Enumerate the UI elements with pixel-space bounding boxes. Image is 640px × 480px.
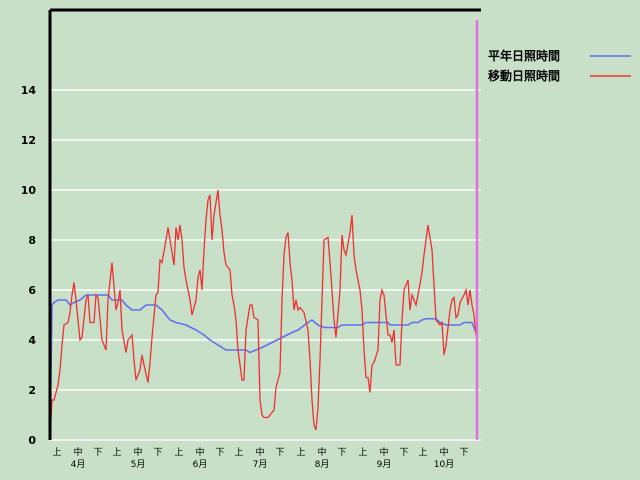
x-period-label: 下 xyxy=(275,448,284,458)
x-period-label: 上 xyxy=(52,447,61,458)
x-period-label: 上 xyxy=(174,447,183,458)
y-tick-label: 10 xyxy=(21,184,37,197)
y-tick-label: 12 xyxy=(21,134,36,147)
x-month-label: 7月 xyxy=(253,459,268,470)
x-period-label: 中 xyxy=(317,446,326,458)
y-tick-label: 4 xyxy=(28,334,36,347)
x-period-label: 上 xyxy=(296,447,305,458)
x-period-label: 中 xyxy=(73,446,82,458)
series-lines xyxy=(49,189,477,441)
x-period-label: 上 xyxy=(112,447,121,458)
x-axis-ticks: 上中下4月上中下5月上中下6月上中下7月上中下8月上中下9月上中下10月 xyxy=(52,446,468,470)
x-period-label: 中 xyxy=(439,446,448,458)
x-period-label: 下 xyxy=(337,448,346,458)
series-line-1 xyxy=(49,189,477,441)
y-tick-label: 8 xyxy=(28,234,36,247)
x-month-label: 4月 xyxy=(71,459,86,470)
y-tick-label: 14 xyxy=(21,84,37,97)
y-tick-label: 0 xyxy=(28,434,36,447)
x-period-label: 上 xyxy=(358,447,367,458)
x-month-label: 10月 xyxy=(434,459,454,470)
x-period-label: 中 xyxy=(133,446,142,458)
x-month-label: 6月 xyxy=(193,459,208,470)
x-month-label: 5月 xyxy=(131,459,146,470)
x-period-label: 上 xyxy=(234,447,243,458)
x-month-label: 9月 xyxy=(377,459,392,470)
y-tick-label: 6 xyxy=(28,284,36,297)
x-period-label: 下 xyxy=(399,448,408,458)
legend-label: 移動日照時間 xyxy=(488,68,560,83)
x-period-label: 下 xyxy=(215,448,224,458)
series-line-0 xyxy=(49,294,477,441)
legend-label: 平年日照時間 xyxy=(488,48,560,63)
x-period-label: 下 xyxy=(459,448,468,458)
x-period-label: 中 xyxy=(195,446,204,458)
grid-lines xyxy=(50,89,481,441)
y-axis-ticks: 0 2 4 6 8 10 12 14 xyxy=(21,84,37,447)
x-period-label: 上 xyxy=(418,447,427,458)
x-period-label: 中 xyxy=(379,446,388,458)
y-tick-label: 2 xyxy=(28,384,36,397)
x-period-label: 下 xyxy=(153,448,162,458)
x-period-label: 中 xyxy=(255,446,264,458)
x-month-label: 8月 xyxy=(315,459,330,470)
x-period-label: 下 xyxy=(93,448,102,458)
